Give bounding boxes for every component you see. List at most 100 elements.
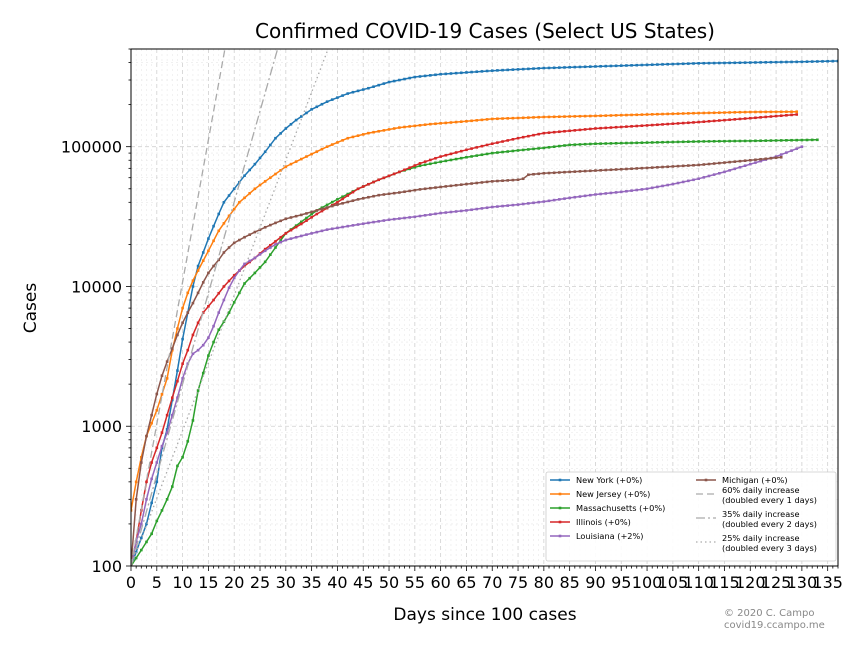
series-point-massachusetts xyxy=(723,139,726,143)
series-point-louisiana xyxy=(619,190,623,194)
series-point-illinois xyxy=(398,170,401,174)
series-point-michigan xyxy=(594,169,597,172)
series-point-illinois xyxy=(299,222,303,226)
x-tick-label: 75 xyxy=(508,573,528,592)
series-point-massachusetts xyxy=(465,155,468,159)
series-point-new xyxy=(573,65,577,69)
series-point-massachusetts xyxy=(707,140,711,143)
series-point-michigan xyxy=(341,202,344,205)
series-point-new xyxy=(131,509,133,512)
series-point-michigan xyxy=(666,165,670,169)
series-point-louisiana xyxy=(681,180,685,184)
series-point-new xyxy=(444,121,448,125)
series-point-new xyxy=(485,118,489,121)
series-point-louisiana xyxy=(356,223,360,226)
credit-line-1: © 2020 C. Campo xyxy=(724,608,814,619)
series-point-new xyxy=(248,168,251,172)
series-point-massachusetts xyxy=(599,142,602,145)
series-point-michigan xyxy=(707,162,711,166)
series-point-michigan xyxy=(387,192,391,196)
series-point-illinois xyxy=(186,348,190,352)
series-point-new xyxy=(351,90,355,94)
series-point-new xyxy=(774,60,778,64)
series-point-massachusetts xyxy=(625,141,628,145)
series-point-new xyxy=(707,111,711,115)
series-point-new xyxy=(299,157,303,161)
series-point-new xyxy=(656,112,659,116)
series-point-illinois xyxy=(269,243,272,247)
series-point-new xyxy=(521,116,525,120)
series-point-massachusetts xyxy=(330,200,334,204)
series-point-massachusetts xyxy=(207,354,210,357)
series-point-new xyxy=(728,111,731,114)
x-tick-label: 35 xyxy=(301,573,321,592)
series-point-massachusetts xyxy=(196,389,200,392)
x-tick-label: 95 xyxy=(611,573,631,592)
series-point-louisiana xyxy=(336,226,339,230)
series-point-illinois xyxy=(635,124,639,128)
series-point-michigan xyxy=(170,347,174,350)
series-point-illinois xyxy=(439,155,442,158)
series-point-new xyxy=(176,369,179,372)
series-point-louisiana xyxy=(552,198,556,202)
series-point-massachusetts xyxy=(165,498,169,501)
series-point-michigan xyxy=(475,181,479,185)
series-point-massachusetts xyxy=(227,311,231,314)
series-point-louisiana xyxy=(207,336,210,339)
series-point-massachusetts xyxy=(527,148,530,151)
chart-title: Confirmed COVID-19 Cases (Select US Stat… xyxy=(255,19,715,43)
series-point-new xyxy=(769,110,773,114)
series-point-massachusetts xyxy=(712,139,716,143)
series-point-massachusetts xyxy=(661,140,664,144)
series-point-illinois xyxy=(630,125,633,128)
series-point-louisiana xyxy=(181,377,184,380)
series-point-michigan xyxy=(769,156,773,160)
series-point-louisiana xyxy=(702,176,706,179)
series-point-illinois xyxy=(785,114,788,117)
series-point-massachusetts xyxy=(243,282,246,285)
series-point-illinois xyxy=(723,118,726,122)
series-point-massachusetts xyxy=(475,154,479,157)
series-point-new xyxy=(140,455,143,459)
x-tick-label: 60 xyxy=(430,573,450,592)
series-point-michigan xyxy=(676,164,680,168)
x-tick-label: 85 xyxy=(559,573,579,592)
series-point-massachusetts xyxy=(681,140,685,144)
series-point-new xyxy=(310,152,313,156)
series-point-new xyxy=(181,306,184,310)
series-point-michigan xyxy=(140,461,143,464)
series-point-new xyxy=(269,143,272,147)
series-point-illinois xyxy=(604,126,608,130)
series-point-louisiana xyxy=(444,211,448,214)
series-point-new xyxy=(532,67,535,70)
series-point-massachusetts xyxy=(186,440,190,443)
series-point-massachusetts xyxy=(449,158,453,162)
series-point-michigan xyxy=(619,167,623,171)
series-point-illinois xyxy=(418,162,422,165)
series-point-louisiana xyxy=(465,209,468,212)
series-point-louisiana xyxy=(532,201,535,205)
series-point-new xyxy=(367,86,370,90)
series-point-new xyxy=(599,114,602,118)
series-point-massachusetts xyxy=(170,485,174,488)
series-point-new xyxy=(496,69,499,72)
series-point-new xyxy=(294,160,298,163)
series-point-massachusetts xyxy=(274,246,277,249)
series-point-michigan xyxy=(243,235,246,239)
series-point-michigan xyxy=(496,179,499,183)
series-point-michigan xyxy=(201,281,205,284)
series-point-new xyxy=(718,61,721,65)
series-point-new xyxy=(748,110,752,114)
series-point-massachusetts xyxy=(790,138,793,142)
series-point-new xyxy=(692,111,695,115)
series-point-michigan xyxy=(537,172,540,176)
series-point-massachusetts xyxy=(232,301,236,304)
series-point-new xyxy=(191,285,195,288)
series-point-massachusetts xyxy=(310,212,313,216)
series-point-louisiana xyxy=(248,259,251,263)
series-point-new xyxy=(609,114,613,117)
series-point-illinois xyxy=(496,141,499,144)
series-point-new xyxy=(299,115,303,118)
series-point-illinois xyxy=(294,225,298,229)
series-point-louisiana xyxy=(284,238,288,242)
